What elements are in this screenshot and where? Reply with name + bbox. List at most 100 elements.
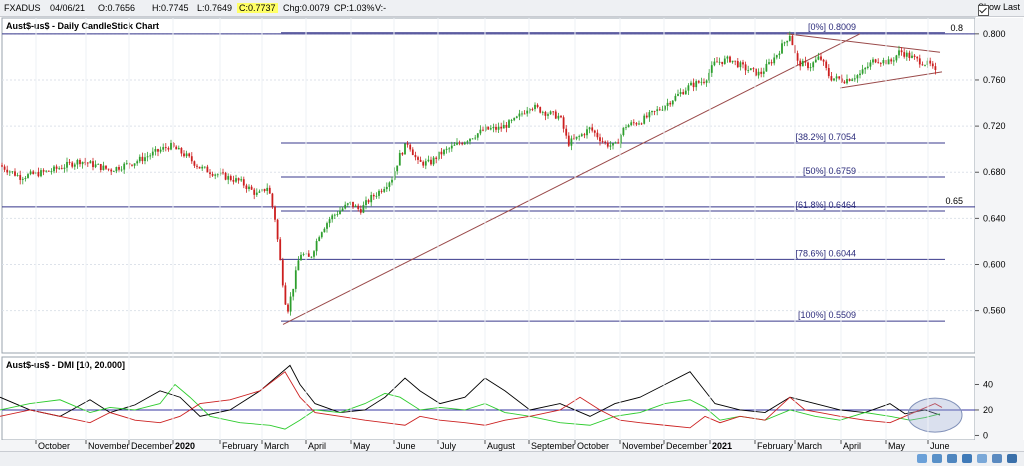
candle-body [448,148,451,150]
candle-body [385,186,388,190]
candle-body [547,114,549,116]
candle-body [775,55,778,58]
candle-body [300,254,302,261]
x-axis-label: February [757,441,794,451]
candle-body [92,161,94,168]
candle-body [625,127,627,129]
candle-body [281,260,284,286]
candle-body [79,159,81,165]
symbol-text: FXADUS [4,3,41,13]
candle-body [357,205,360,210]
candle-body [812,62,815,68]
candle-body [307,253,310,257]
candle-body [786,40,789,43]
candle-body [557,115,560,119]
candle-body [336,214,339,215]
candle-body [671,100,674,105]
candle-body [531,108,534,110]
key-level-label: 0.65 [945,196,963,206]
show-last-toggle[interactable]: Show Last [977,2,1020,16]
open-text: O:0.7656 [98,3,136,13]
candle-body [183,153,185,157]
candle-body [248,186,250,189]
candle-body [469,138,471,142]
checkbox-checked-icon[interactable] [977,5,989,16]
candle-body [838,76,841,79]
candle-body [112,171,115,173]
candle-body [664,105,666,110]
candle-body [167,148,170,150]
candle-body [331,215,334,220]
candle-body [276,219,279,240]
candle-body [848,79,851,81]
trendline-triangle-upper [786,33,941,53]
pan-icon[interactable] [962,454,972,463]
candle-body [924,64,926,66]
dmi-tick-label: 20 [983,405,993,415]
candle-body [240,179,243,181]
candle-body [859,73,861,76]
candle-body [619,135,622,144]
candle-body [526,110,529,114]
settings-icon[interactable] [977,454,987,463]
candle-body [27,174,29,178]
candle-body [913,55,916,57]
x-axis-label: May [353,441,371,451]
status-bar [0,451,1024,466]
candle-body [578,136,581,137]
candle-body [138,156,141,162]
candle-body [53,166,55,172]
candle-body [497,126,500,130]
scroll-right-icon[interactable] [992,454,1002,463]
candle-body [188,153,191,157]
candle-body [144,157,146,162]
candle-body [29,171,32,175]
candle-body [274,206,276,220]
candle-body [739,62,742,68]
candle-body [918,58,921,65]
show-last-label: Show Last [977,2,1020,12]
candle-body [747,70,750,71]
candle-body [16,175,19,176]
candle-body [599,137,601,142]
candle-body [640,123,643,125]
candle-body [398,152,401,166]
candle-body [567,135,570,146]
candle-body [879,63,882,64]
candle-body [40,170,42,177]
candle-body [713,61,716,66]
candle-body [487,126,490,130]
candle-body [326,223,328,229]
candle-body [297,260,300,271]
candle-body [362,204,365,213]
candle-body [404,143,406,155]
candle-body [370,194,373,203]
candle-body [687,85,690,91]
candle-body [697,81,700,83]
candle-body [341,208,344,211]
scroll-left-icon[interactable] [917,454,927,463]
candle-body [211,174,214,176]
fullscreen-icon[interactable] [1007,454,1017,463]
zoom-out-icon[interactable] [932,454,942,463]
zoom-in-icon[interactable] [947,454,957,463]
candle-body [586,129,588,136]
candle-body [105,165,107,169]
candle-body [149,155,152,157]
candle-body [757,71,760,76]
high-text: H:0.7745 [152,3,189,13]
candle-body [614,142,617,144]
candle-body [203,166,206,168]
candle-body [723,58,726,64]
candle-body [367,200,370,203]
candle-body [86,162,89,164]
candle-body [726,56,729,59]
candle-body [669,102,672,105]
candle-body [229,176,232,181]
candle-body [193,161,196,166]
candle-body [890,59,893,62]
candle-body [716,61,718,63]
close-text: C:0.7737 [237,3,278,13]
